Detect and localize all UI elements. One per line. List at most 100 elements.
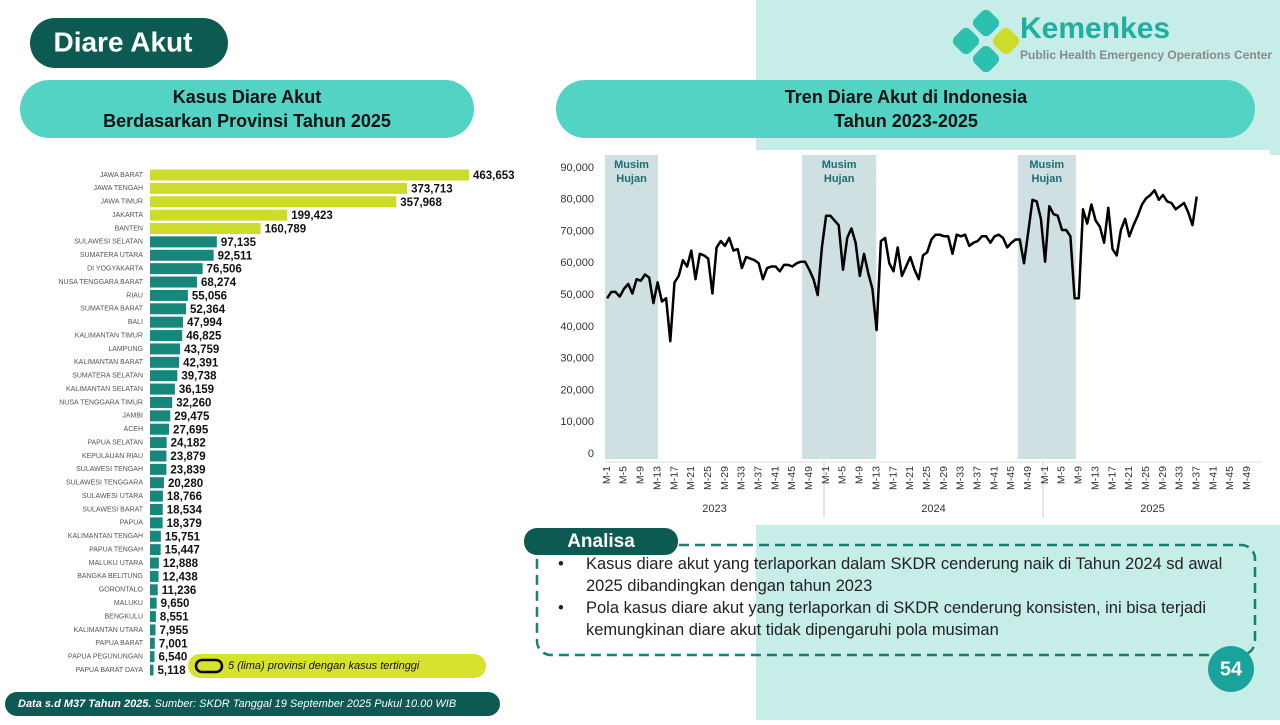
x-tick-label: M-1 <box>820 466 832 484</box>
bar <box>150 249 214 261</box>
legend-text: 5 (lima) provinsi dengan kasus tertinggi <box>228 660 420 672</box>
page-badge <box>1208 646 1254 692</box>
x-tick-label: M-25 <box>1140 466 1152 490</box>
bar <box>150 437 167 449</box>
value-label: 43,759 <box>184 344 219 356</box>
chart-title: Berdasarkan Provinsi Tahun 2025 <box>103 111 391 131</box>
chart-title: Kasus Diare Akut <box>173 87 321 107</box>
analysis-list: Kasus diare akut yang terlaporkan dalam … <box>550 553 1240 641</box>
season-band <box>605 155 659 459</box>
value-label: 373,713 <box>411 183 453 195</box>
x-group-label: 2025 <box>1140 503 1164 515</box>
x-tick-label: M-9 <box>1073 466 1085 484</box>
logo-subtitle: Public Health Emergency Operations Cente… <box>1020 48 1272 62</box>
y-tick-label: 90,000 <box>560 162 594 174</box>
line <box>606 188 1198 343</box>
x-tick-label: M-21 <box>904 466 916 490</box>
y-tick-label: KEPULAUAN RIAU <box>82 453 143 460</box>
x-tick-label: M-29 <box>1157 466 1169 490</box>
x-tick-label: M-33 <box>736 466 748 490</box>
legend-pill <box>188 654 486 678</box>
value-label: 9,650 <box>161 598 190 610</box>
bar <box>150 396 173 408</box>
analysis-box <box>535 543 1257 657</box>
value-label: 23,839 <box>170 464 205 476</box>
y-tick-label: PAPUA PEGUNUNGAN <box>68 654 143 661</box>
x-tick-label: M-45 <box>1224 466 1236 490</box>
y-tick-label: KALIMANTAN SELATAN <box>66 386 143 393</box>
y-tick-label: PAPUA BARAT DAYA <box>76 667 144 674</box>
y-tick-label: BANTEN <box>115 225 143 232</box>
bar <box>150 236 217 248</box>
bar <box>150 289 188 301</box>
y-tick-label: SULAWESI TENGGARA <box>66 480 143 487</box>
y-tick-label: JAKARTA <box>112 212 143 219</box>
x-tick-label: M-49 <box>803 466 815 490</box>
bar <box>150 490 163 502</box>
y-tick-label: JAMBI <box>122 413 143 420</box>
bar <box>150 584 158 596</box>
y-tick-label: BANGKA BELITUNG <box>77 573 143 580</box>
bar <box>150 557 159 569</box>
value-label: 29,475 <box>174 411 210 423</box>
value-label: 7,955 <box>159 625 188 637</box>
bar <box>150 597 157 609</box>
chart-title: Tren Diare Akut di Indonesia <box>785 87 1028 107</box>
y-tick-label: SULAWESI BARAT <box>82 506 143 513</box>
bar <box>150 624 156 636</box>
value-label: 12,888 <box>163 558 199 570</box>
section-pill <box>20 80 474 138</box>
y-tick-label: GORONTALO <box>99 587 144 594</box>
x-tick-label: M-41 <box>988 466 1000 490</box>
y-tick-label: ACEH <box>124 426 143 433</box>
bar <box>150 223 261 235</box>
y-tick-label: SUMATERA BARAT <box>80 306 143 313</box>
value-label: 36,159 <box>179 384 214 396</box>
value-label: 39,738 <box>181 371 217 383</box>
x-tick-label: M-29 <box>938 466 950 490</box>
y-tick-label: 0 <box>588 448 594 460</box>
bar <box>150 356 180 368</box>
annotation: Hujan <box>616 173 647 185</box>
y-tick-label: LAMPUNG <box>108 346 143 353</box>
bar <box>150 196 397 208</box>
legend-icon <box>194 658 224 674</box>
y-tick-label: SULAWESI SELATAN <box>74 239 143 246</box>
y-tick-label: 30,000 <box>560 353 594 365</box>
bar <box>150 303 187 315</box>
bar <box>150 316 184 328</box>
analysis-point: Kasus diare akut yang terlaporkan dalam … <box>558 553 1240 597</box>
y-tick-label: JAWA BARAT <box>100 172 144 179</box>
y-tick-label: BALI <box>128 319 143 326</box>
x-tick-label: M-21 <box>685 466 697 490</box>
x-tick-label: M-41 <box>1207 466 1219 490</box>
x-tick-label: M-37 <box>1191 466 1203 490</box>
x-tick-label: M-37 <box>753 466 765 490</box>
section-pill <box>556 80 1255 138</box>
logo-name: Kemenkes <box>1020 12 1170 45</box>
x-tick-label: M-13 <box>1089 466 1101 490</box>
value-label: 160,789 <box>265 224 307 236</box>
x-tick-label: M-45 <box>786 466 798 490</box>
bar <box>150 651 155 663</box>
bar <box>150 570 159 582</box>
bar <box>150 611 156 623</box>
footer-pill <box>5 692 500 716</box>
y-tick-label: KALIMANTAN BARAT <box>74 359 144 366</box>
value-label: 6,540 <box>158 652 187 664</box>
bar <box>150 209 288 221</box>
bar <box>150 544 161 556</box>
x-tick-label: M-29 <box>719 466 731 490</box>
annotation: Musim <box>614 159 649 171</box>
bar <box>150 370 178 382</box>
x-tick-label: M-25 <box>921 466 933 490</box>
value-label: 357,968 <box>400 197 442 209</box>
y-tick-label: 60,000 <box>560 257 594 269</box>
y-tick-label: BENGKULU <box>104 613 143 620</box>
value-label: 18,534 <box>167 505 203 517</box>
bar <box>150 182 408 194</box>
value-label: 12,438 <box>163 571 199 583</box>
value-label: 46,825 <box>186 331 222 343</box>
annotation: Musim <box>1029 159 1064 171</box>
